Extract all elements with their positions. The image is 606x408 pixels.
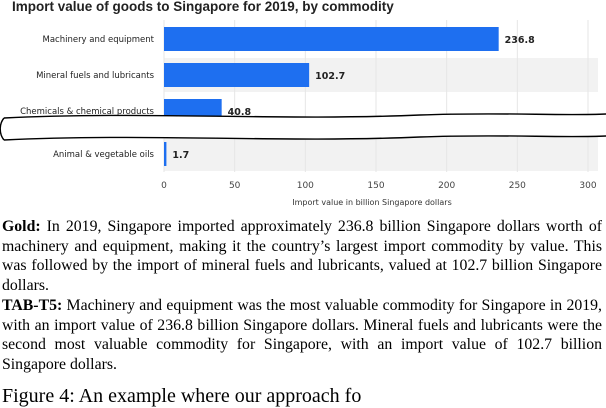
x-tick-label: 0 — [161, 181, 167, 191]
x-tick-label: 50 — [229, 181, 241, 191]
row-band — [164, 137, 598, 171]
axis-break-fill — [4, 113, 606, 140]
tab-text: Machinery and equipment was the most val… — [2, 297, 602, 373]
category-label: Animal & vegetable oils — [53, 150, 154, 160]
chart-title: Import value of goods to Singapore for 2… — [12, 0, 394, 14]
x-axis-label: Import value in billion Singapore dollar… — [292, 198, 451, 207]
bar — [164, 27, 499, 51]
x-tick-label: 300 — [579, 181, 596, 191]
bar — [164, 142, 167, 166]
gold-caption: Gold: In 2019, Singapore imported approx… — [2, 217, 602, 295]
category-label: Mineral fuels and lubricants — [36, 71, 154, 81]
figure-caption-partial: Figure 4: An example where our approach … — [2, 385, 362, 407]
axis-break — [0, 113, 606, 141]
value-label: 236.8 — [505, 35, 535, 46]
category-label: Machinery and equipment — [42, 35, 154, 45]
x-tick-label: 100 — [297, 181, 314, 191]
value-label: 40.8 — [228, 107, 252, 118]
x-tick-label: 150 — [367, 181, 384, 191]
bars-layer: Machinery and equipment 236.8 Mineral fuel… — [20, 27, 535, 166]
gold-label: Gold: — [2, 218, 41, 235]
x-tick-label: 200 — [438, 181, 455, 191]
gold-text: In 2019, Singapore imported approximatel… — [2, 218, 602, 294]
value-label: 102.7 — [315, 71, 345, 82]
bar — [164, 63, 310, 87]
tab-caption: TAB-T5: Machinery and equipment was the … — [2, 296, 602, 374]
axis-break-edge — [0, 117, 5, 141]
bar-chart: Import value of goods to Singapore for 2… — [0, 0, 606, 207]
axis-break-line — [3, 135, 606, 141]
chart-svg: Import value of goods to Singapore for 2… — [0, 0, 606, 207]
x-tick-label: 250 — [509, 181, 526, 191]
category-label: Chemicals & chemical products — [20, 107, 154, 117]
grid-layer — [163, 20, 598, 172]
value-label: 1.7 — [172, 150, 189, 161]
tab-label: TAB-T5: — [2, 297, 63, 314]
axis-break-line — [3, 113, 606, 119]
x-ticks: 0 50 100 150 200 250 300 — [161, 181, 597, 191]
